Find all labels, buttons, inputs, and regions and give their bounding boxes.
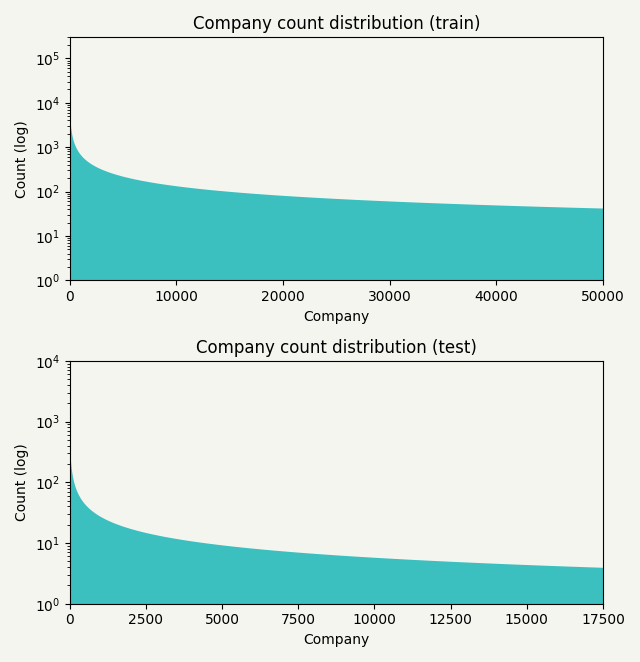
Y-axis label: Count (log): Count (log) xyxy=(15,444,29,521)
X-axis label: Company: Company xyxy=(303,633,369,647)
Title: Company count distribution (train): Company count distribution (train) xyxy=(193,15,480,33)
Title: Company count distribution (test): Company count distribution (test) xyxy=(196,338,477,357)
X-axis label: Company: Company xyxy=(303,310,369,324)
Y-axis label: Count (log): Count (log) xyxy=(15,120,29,198)
